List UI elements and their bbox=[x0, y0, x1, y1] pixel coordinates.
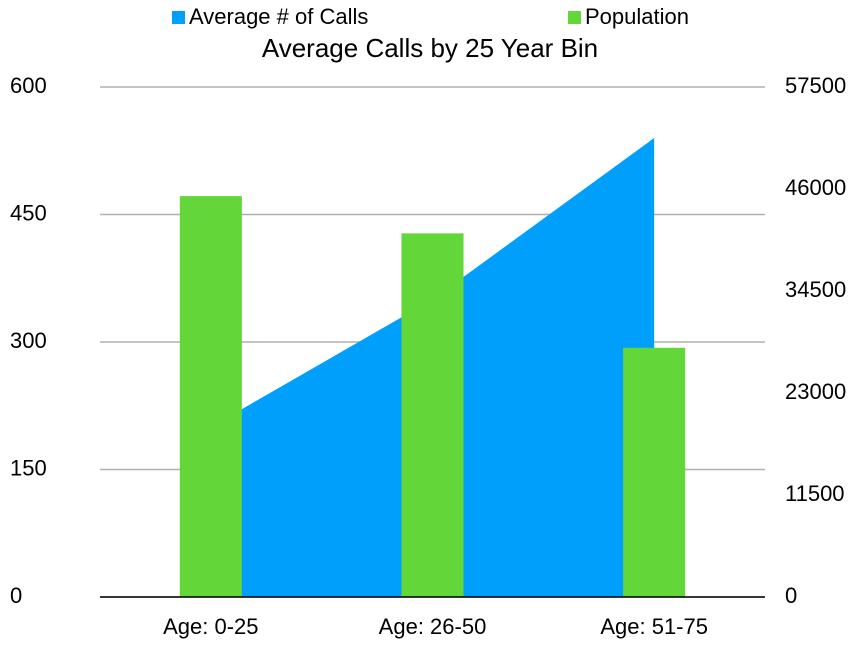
y2-tick-label: 46000 bbox=[785, 175, 846, 200]
x-tick-label: Age: 51-75 bbox=[600, 614, 708, 639]
y2-tick-label: 11500 bbox=[785, 481, 845, 506]
y-tick-label: 450 bbox=[10, 200, 47, 225]
y2-tick-label: 57500 bbox=[785, 73, 846, 98]
bar bbox=[623, 347, 686, 597]
x-tick-label: Age: 0-25 bbox=[163, 614, 258, 639]
legend-swatch bbox=[568, 11, 581, 24]
bar bbox=[401, 233, 464, 597]
legend-label: Population bbox=[585, 4, 689, 29]
legend-label: Average # of Calls bbox=[189, 4, 368, 29]
y-tick-label: 150 bbox=[10, 455, 47, 480]
bar bbox=[179, 196, 242, 598]
legend-swatch bbox=[172, 11, 185, 24]
y-tick-label: 0 bbox=[10, 583, 22, 608]
chart-title: Average Calls by 25 Year Bin bbox=[262, 33, 598, 63]
y2-tick-label: 23000 bbox=[785, 379, 846, 404]
y-tick-label: 300 bbox=[10, 328, 47, 353]
y2-tick-label: 0 bbox=[785, 583, 797, 608]
y2-tick-label: 34500 bbox=[785, 277, 846, 302]
y-tick-label: 600 bbox=[10, 73, 47, 98]
x-tick-label: Age: 26-50 bbox=[379, 614, 487, 639]
